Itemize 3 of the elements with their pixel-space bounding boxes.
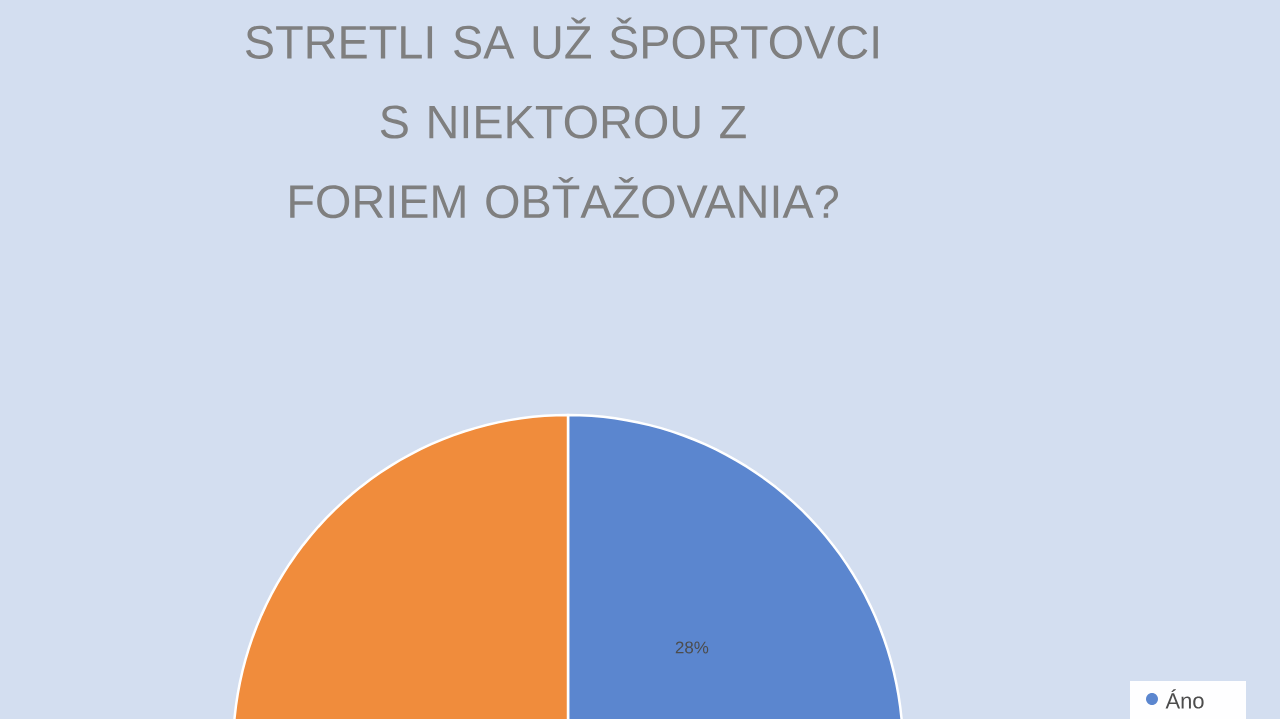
legend-label: Áno (1165, 689, 1204, 709)
chart-title: STRETLI SA UŽ ŠPORTOVCI S NIEKTOROU Z FORIEM OBŤAŽOVANIA? (245, 17, 878, 219)
data-label: 28% (675, 641, 709, 654)
